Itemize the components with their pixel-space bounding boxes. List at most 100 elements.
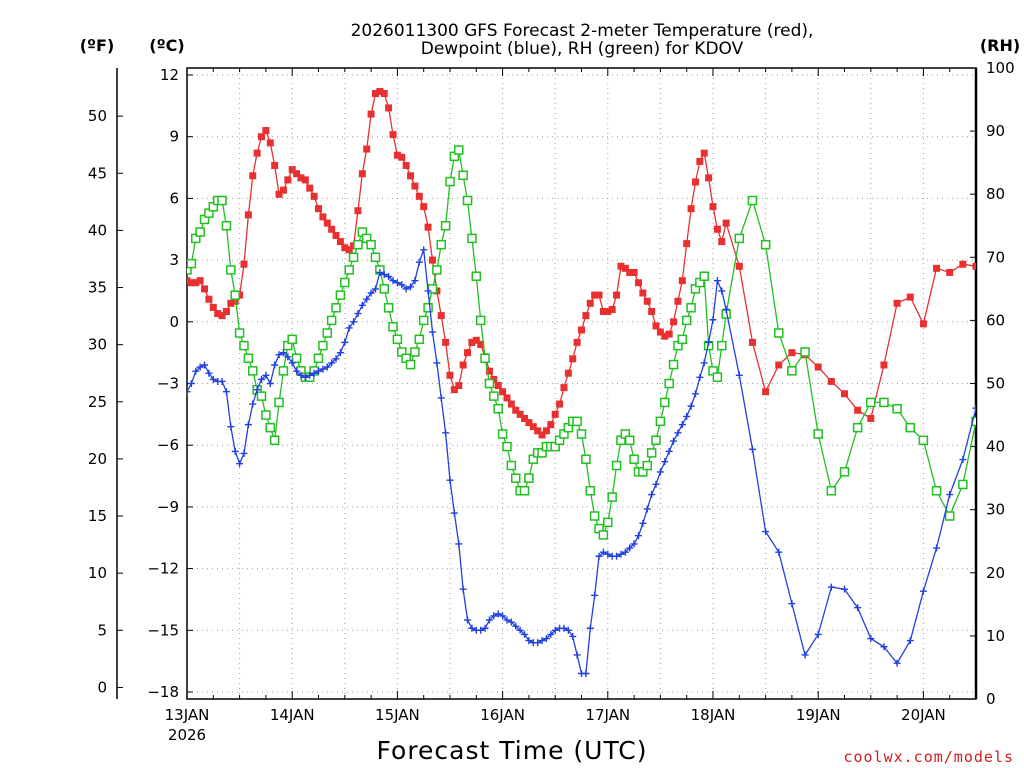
rh-point bbox=[269, 435, 280, 446]
rh-point bbox=[234, 328, 245, 338]
temperature-point bbox=[867, 414, 875, 422]
fahrenheit-tick-label: 10 bbox=[88, 564, 107, 582]
rh-point bbox=[760, 239, 771, 250]
rh-point bbox=[423, 303, 433, 313]
temperature-point bbox=[376, 87, 384, 95]
dewpoint-point bbox=[814, 630, 822, 638]
dewpoint-point bbox=[582, 669, 590, 677]
rh-point bbox=[467, 233, 477, 244]
rh-point bbox=[598, 530, 609, 540]
dewpoint-point bbox=[301, 373, 309, 381]
temperature-point bbox=[214, 310, 222, 318]
rh-point bbox=[944, 511, 955, 521]
temperature-point bbox=[485, 367, 493, 375]
celsius-tick-label: 9 bbox=[169, 128, 179, 146]
dewpoint-point bbox=[490, 612, 498, 620]
dewpoint-point bbox=[634, 532, 642, 540]
temperature-point bbox=[788, 349, 796, 357]
dewpoint-point bbox=[358, 301, 366, 309]
rh-point bbox=[813, 429, 823, 439]
temperature-point bbox=[656, 328, 664, 336]
rh-point bbox=[519, 486, 530, 496]
rh-point bbox=[585, 486, 596, 496]
rh-point bbox=[217, 195, 227, 206]
rh-point bbox=[287, 334, 297, 345]
celsius-unit-label: (ºC) bbox=[149, 36, 184, 55]
temperature-point bbox=[328, 225, 336, 233]
temperature-point bbox=[323, 219, 331, 227]
dewpoint-point bbox=[674, 429, 682, 437]
temperature-point bbox=[696, 157, 704, 165]
dewpoint-point bbox=[354, 310, 362, 318]
rh-point bbox=[699, 271, 709, 281]
chart-title-line1: 2026011300 GFS Forecast 2-meter Temperat… bbox=[351, 21, 814, 41]
temperature-point bbox=[516, 410, 524, 418]
temperature-point bbox=[249, 172, 257, 180]
dewpoint-point bbox=[319, 365, 327, 373]
temperature-point bbox=[371, 90, 379, 98]
fahrenheit-unit-label: (ºF) bbox=[80, 36, 115, 55]
temperature-point bbox=[271, 161, 279, 169]
x-tick-label: 15JAN bbox=[375, 706, 420, 724]
temperature-point bbox=[608, 305, 616, 313]
x-tick-sublabel: 2026 bbox=[168, 726, 206, 744]
temperature-point bbox=[428, 256, 436, 264]
x-tick-label: 13JAN bbox=[165, 706, 210, 724]
dewpoint-point bbox=[705, 338, 713, 346]
temperature-point bbox=[556, 400, 564, 408]
temperature-point bbox=[306, 184, 314, 192]
rh-point bbox=[322, 328, 333, 338]
dewpoint-point bbox=[288, 359, 296, 367]
rh-point bbox=[318, 340, 328, 351]
temperature-point bbox=[201, 285, 209, 293]
temperature-point bbox=[946, 268, 954, 276]
temperature-point bbox=[424, 223, 432, 231]
temperature-point bbox=[455, 382, 463, 390]
temperature-point bbox=[450, 386, 458, 394]
temperature-series bbox=[187, 87, 976, 439]
dewpoint-point bbox=[244, 421, 252, 429]
dewpoint-point bbox=[459, 585, 467, 593]
temperature-point bbox=[586, 299, 594, 307]
rh-point bbox=[239, 340, 249, 351]
dewpoint-point bbox=[284, 353, 292, 361]
rh-tick-label: 60 bbox=[986, 311, 1005, 329]
temperature-point bbox=[512, 406, 520, 414]
dewpoint-point bbox=[385, 273, 393, 281]
dewpoint-point bbox=[661, 458, 669, 466]
rh-point bbox=[471, 271, 482, 281]
temperature-point bbox=[626, 268, 634, 276]
dewpoint-point bbox=[560, 624, 568, 632]
rh-point bbox=[958, 479, 968, 490]
rh-point bbox=[589, 511, 600, 521]
dewpoint-point bbox=[516, 626, 524, 634]
temperature-point bbox=[613, 291, 621, 299]
dewpoint-point bbox=[332, 355, 340, 363]
temperature-point bbox=[722, 219, 730, 227]
dewpoint-point bbox=[722, 305, 730, 313]
rh-point bbox=[651, 435, 661, 446]
rh-tick-label: 80 bbox=[986, 185, 1005, 203]
rh-point bbox=[611, 460, 622, 471]
source-credit[interactable]: coolwx.com/models bbox=[843, 748, 1014, 766]
rh-point bbox=[454, 145, 464, 155]
celsius-tick-label: 3 bbox=[169, 251, 179, 269]
dewpoint-point bbox=[503, 616, 511, 624]
rh-tick-label: 100 bbox=[986, 59, 1015, 77]
dewpoint-point bbox=[586, 624, 594, 632]
dewpoint-point bbox=[652, 480, 660, 488]
dewpoint-point bbox=[192, 367, 200, 375]
dewpoint-point bbox=[415, 258, 423, 266]
temperature-point bbox=[319, 213, 327, 221]
dewpoint-point bbox=[306, 371, 314, 379]
temperature-point bbox=[288, 166, 296, 174]
temperature-point bbox=[634, 279, 642, 287]
temperature-point bbox=[301, 176, 309, 184]
x-tick-label: 18JAN bbox=[691, 706, 736, 724]
rh-point bbox=[248, 366, 258, 376]
dewpoint-point bbox=[450, 509, 458, 517]
rh-point bbox=[712, 372, 723, 382]
fahrenheit-tick-label: 30 bbox=[88, 336, 107, 354]
temperature-point bbox=[678, 277, 686, 285]
dewpoint-point bbox=[187, 380, 195, 387]
